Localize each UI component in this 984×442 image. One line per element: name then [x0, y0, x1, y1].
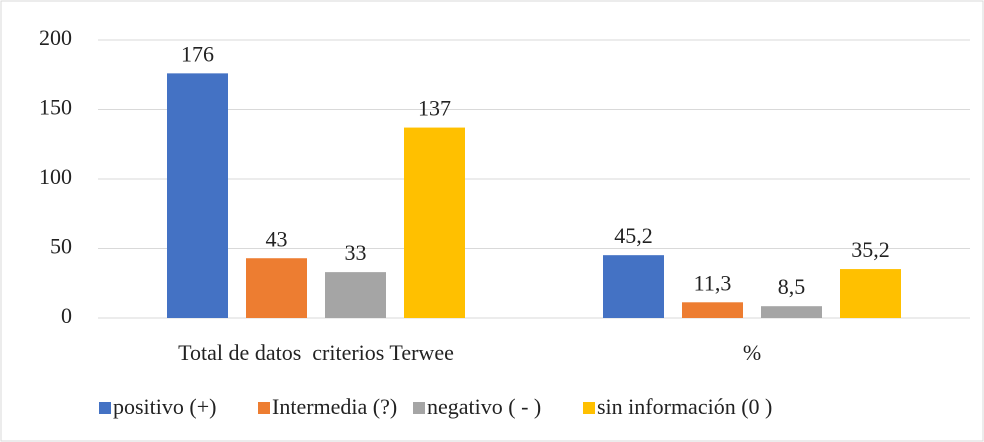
legend-swatch	[258, 402, 270, 414]
x-tick-label: %	[743, 340, 761, 365]
y-tick-label: 150	[39, 95, 72, 120]
y-tick-label: 50	[50, 234, 72, 259]
legend-label: Intermedia (?)	[272, 394, 397, 419]
bar	[246, 258, 307, 318]
y-tick-label: 100	[39, 164, 72, 189]
bar	[325, 272, 386, 318]
legend-label: positivo (+)	[113, 394, 216, 419]
legend-swatch	[583, 402, 595, 414]
bar	[167, 73, 228, 318]
bar	[404, 127, 465, 318]
value-label: 8,5	[778, 274, 806, 299]
legend-swatch	[413, 402, 425, 414]
bar	[603, 255, 664, 318]
x-tick-label: Total de datos criterios Terwee	[178, 340, 454, 365]
y-tick-label: 200	[39, 25, 72, 50]
bar	[682, 302, 743, 318]
bar	[840, 269, 901, 318]
legend-swatch	[99, 402, 111, 414]
value-label: 43	[266, 226, 288, 251]
value-label: 137	[418, 96, 451, 121]
legend-label: sin información (0 )	[597, 394, 772, 419]
value-label: 11,3	[694, 270, 732, 295]
value-label: 176	[181, 41, 214, 66]
value-label: 45,2	[614, 223, 653, 248]
legend-label: negativo ( - )	[427, 394, 541, 419]
y-tick-label: 0	[61, 303, 72, 328]
value-label: 35,2	[851, 237, 890, 262]
bar	[761, 306, 822, 318]
value-label: 33	[345, 240, 367, 265]
